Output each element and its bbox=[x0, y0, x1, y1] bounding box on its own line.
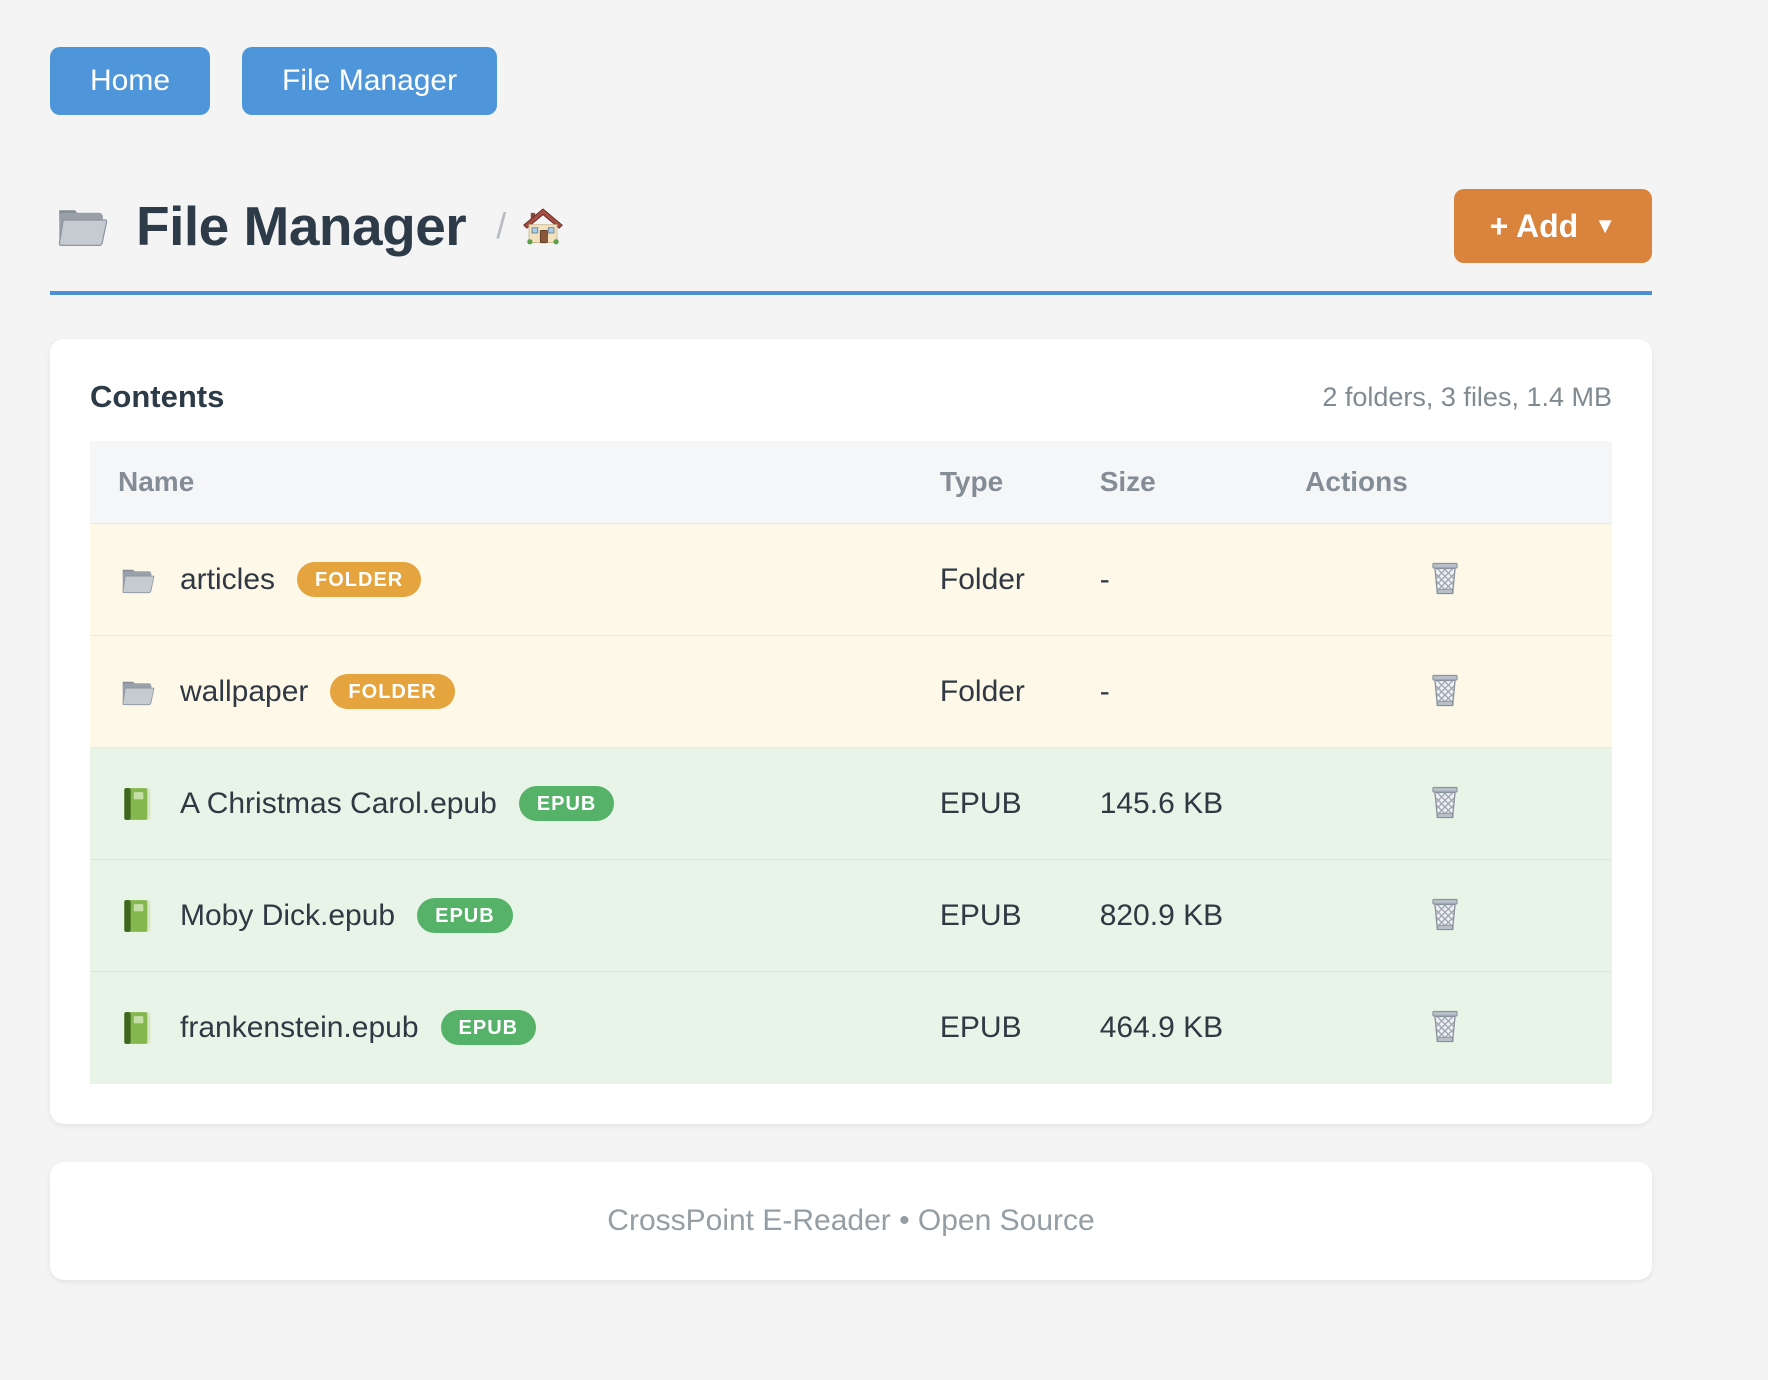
type-badge: FOLDER bbox=[297, 562, 422, 597]
delete-button[interactable] bbox=[1421, 553, 1469, 603]
files-table: Name Type Size Actions articles FOLDER F… bbox=[90, 441, 1612, 1084]
name-cell: articles FOLDER bbox=[90, 523, 912, 636]
type-badge: EPUB bbox=[417, 898, 513, 933]
column-header-actions: Actions bbox=[1305, 466, 1408, 497]
actions-cell bbox=[1277, 971, 1612, 1084]
page-header: File Manager / + Add ▼ bbox=[50, 189, 1652, 263]
add-button-label: + Add bbox=[1489, 207, 1579, 244]
add-button[interactable]: + Add ▼ bbox=[1453, 189, 1652, 263]
type-badge: EPUB bbox=[518, 786, 615, 821]
footer-text: CrossPoint E-Reader • Open Source bbox=[607, 1203, 1095, 1237]
file-manager-button[interactable]: File Manager bbox=[242, 47, 498, 115]
house-icon bbox=[522, 205, 564, 247]
actions-cell bbox=[1277, 859, 1612, 972]
breadcrumb: / bbox=[496, 205, 564, 247]
home-button[interactable]: Home bbox=[50, 47, 211, 115]
trash-icon bbox=[1425, 669, 1465, 711]
trash-icon bbox=[1425, 1005, 1465, 1047]
delete-button[interactable] bbox=[1421, 889, 1469, 939]
title-underline bbox=[50, 291, 1652, 295]
file-name[interactable]: A Christmas Carol.epub bbox=[180, 786, 497, 820]
contents-title: Contents bbox=[90, 379, 225, 414]
contents-summary: 2 folders, 3 files, 1.4 MB bbox=[1322, 381, 1612, 412]
type-cell: Folder bbox=[911, 523, 1072, 636]
trash-icon bbox=[1425, 781, 1465, 823]
table-row[interactable]: wallpaper FOLDER Folder - bbox=[90, 635, 1612, 748]
table-row[interactable]: A Christmas Carol.epub EPUB EPUB 145.6 K… bbox=[90, 747, 1612, 860]
breadcrumb-separator: / bbox=[496, 205, 507, 246]
type-cell: EPUB bbox=[911, 971, 1072, 1084]
column-header-name: Name bbox=[118, 466, 195, 497]
table-row[interactable]: articles FOLDER Folder - bbox=[90, 523, 1612, 636]
book-icon bbox=[118, 897, 156, 935]
file-name[interactable]: Moby Dick.epub bbox=[180, 898, 396, 932]
book-icon bbox=[118, 1009, 156, 1047]
folder-icon bbox=[118, 561, 156, 599]
name-cell: Moby Dick.epub EPUB bbox=[90, 859, 912, 972]
name-cell: frankenstein.epub EPUB bbox=[90, 971, 912, 1084]
folder-icon bbox=[118, 673, 156, 711]
size-cell: - bbox=[1071, 523, 1278, 636]
type-badge: EPUB bbox=[440, 1010, 537, 1046]
trash-icon bbox=[1425, 557, 1465, 599]
actions-cell bbox=[1277, 747, 1612, 860]
footer: CrossPoint E-Reader • Open Source bbox=[50, 1161, 1652, 1280]
type-cell: EPUB bbox=[911, 859, 1072, 972]
file-name[interactable]: wallpaper bbox=[180, 674, 309, 708]
book-icon bbox=[118, 785, 156, 823]
page-title: File Manager bbox=[136, 195, 467, 257]
delete-button[interactable] bbox=[1421, 777, 1469, 827]
table-row[interactable]: Moby Dick.epub EPUB EPUB 820.9 KB bbox=[90, 859, 1612, 972]
size-cell: 820.9 KB bbox=[1071, 859, 1278, 972]
caret-down-icon: ▼ bbox=[1594, 213, 1616, 238]
type-badge: FOLDER bbox=[330, 674, 455, 709]
type-cell: Folder bbox=[911, 635, 1072, 748]
file-name[interactable]: frankenstein.epub bbox=[180, 1010, 419, 1044]
trash-icon bbox=[1425, 893, 1465, 935]
size-cell: 464.9 KB bbox=[1071, 971, 1278, 1084]
actions-cell bbox=[1277, 635, 1612, 748]
name-cell: wallpaper FOLDER bbox=[90, 635, 912, 748]
type-cell: EPUB bbox=[911, 747, 1072, 860]
file-name[interactable]: articles bbox=[180, 562, 276, 596]
table-header-row: Name Type Size Actions bbox=[90, 441, 1612, 524]
size-cell: - bbox=[1071, 635, 1278, 748]
table-body: articles FOLDER Folder - wallpaper FOLDE… bbox=[90, 523, 1612, 1084]
size-cell: 145.6 KB bbox=[1071, 747, 1278, 860]
breadcrumb-home-link[interactable] bbox=[522, 205, 564, 247]
column-header-type: Type bbox=[939, 466, 1004, 497]
delete-button[interactable] bbox=[1421, 1001, 1469, 1051]
contents-card: Contents 2 folders, 3 files, 1.4 MB Name… bbox=[50, 339, 1652, 1124]
folder-icon bbox=[50, 197, 112, 255]
actions-cell bbox=[1277, 523, 1612, 636]
top-nav: Home File Manager bbox=[50, 47, 1652, 115]
table-row[interactable]: frankenstein.epub EPUB EPUB 464.9 KB bbox=[90, 971, 1612, 1084]
delete-button[interactable] bbox=[1421, 665, 1469, 715]
name-cell: A Christmas Carol.epub EPUB bbox=[90, 747, 912, 860]
column-header-size: Size bbox=[1099, 466, 1156, 497]
